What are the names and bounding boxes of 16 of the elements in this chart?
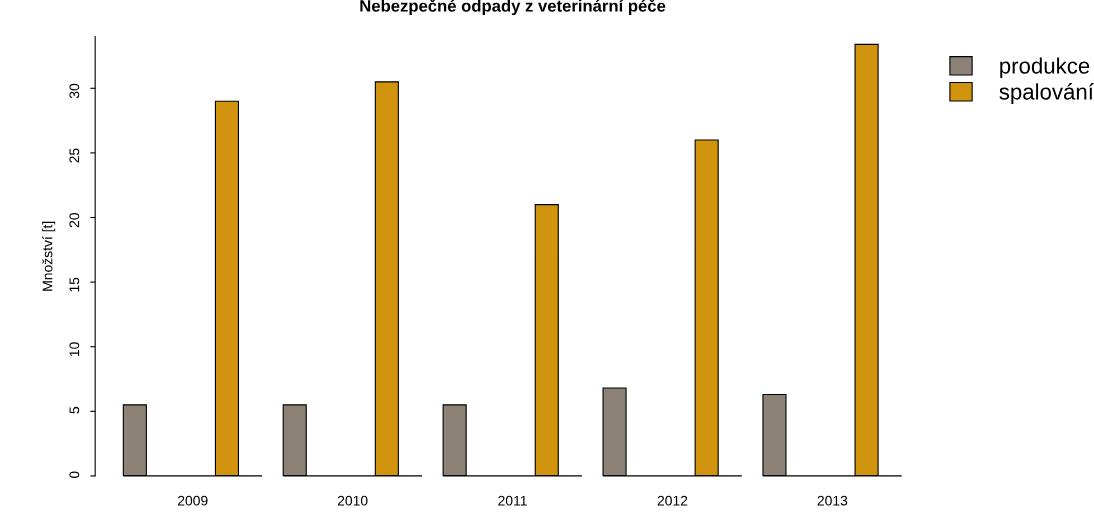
y-axis-title: Množství [t]	[42, 221, 56, 291]
x-tick-label: 2013	[817, 495, 848, 506]
y-tick-label: 25	[69, 148, 80, 163]
y-tick-label: 30	[69, 83, 80, 99]
x-tick-label: 2011	[498, 495, 527, 506]
y-tick-label: 10	[69, 342, 80, 357]
y-tick-label: 5	[69, 406, 80, 414]
x-tick-label: 2010	[337, 495, 368, 506]
y-tick-label: 15	[69, 277, 80, 292]
legend-label: spalování	[999, 83, 1094, 105]
chart-title: Nebezpečné odpady z veterinární péče	[360, 0, 666, 16]
x-tick-label: 2009	[177, 495, 208, 506]
y-tick-label: 0	[69, 471, 80, 479]
x-tick-label: 2012	[657, 495, 688, 506]
y-tick-label: 20	[69, 213, 80, 228]
legend-label: produkce	[1000, 57, 1090, 79]
